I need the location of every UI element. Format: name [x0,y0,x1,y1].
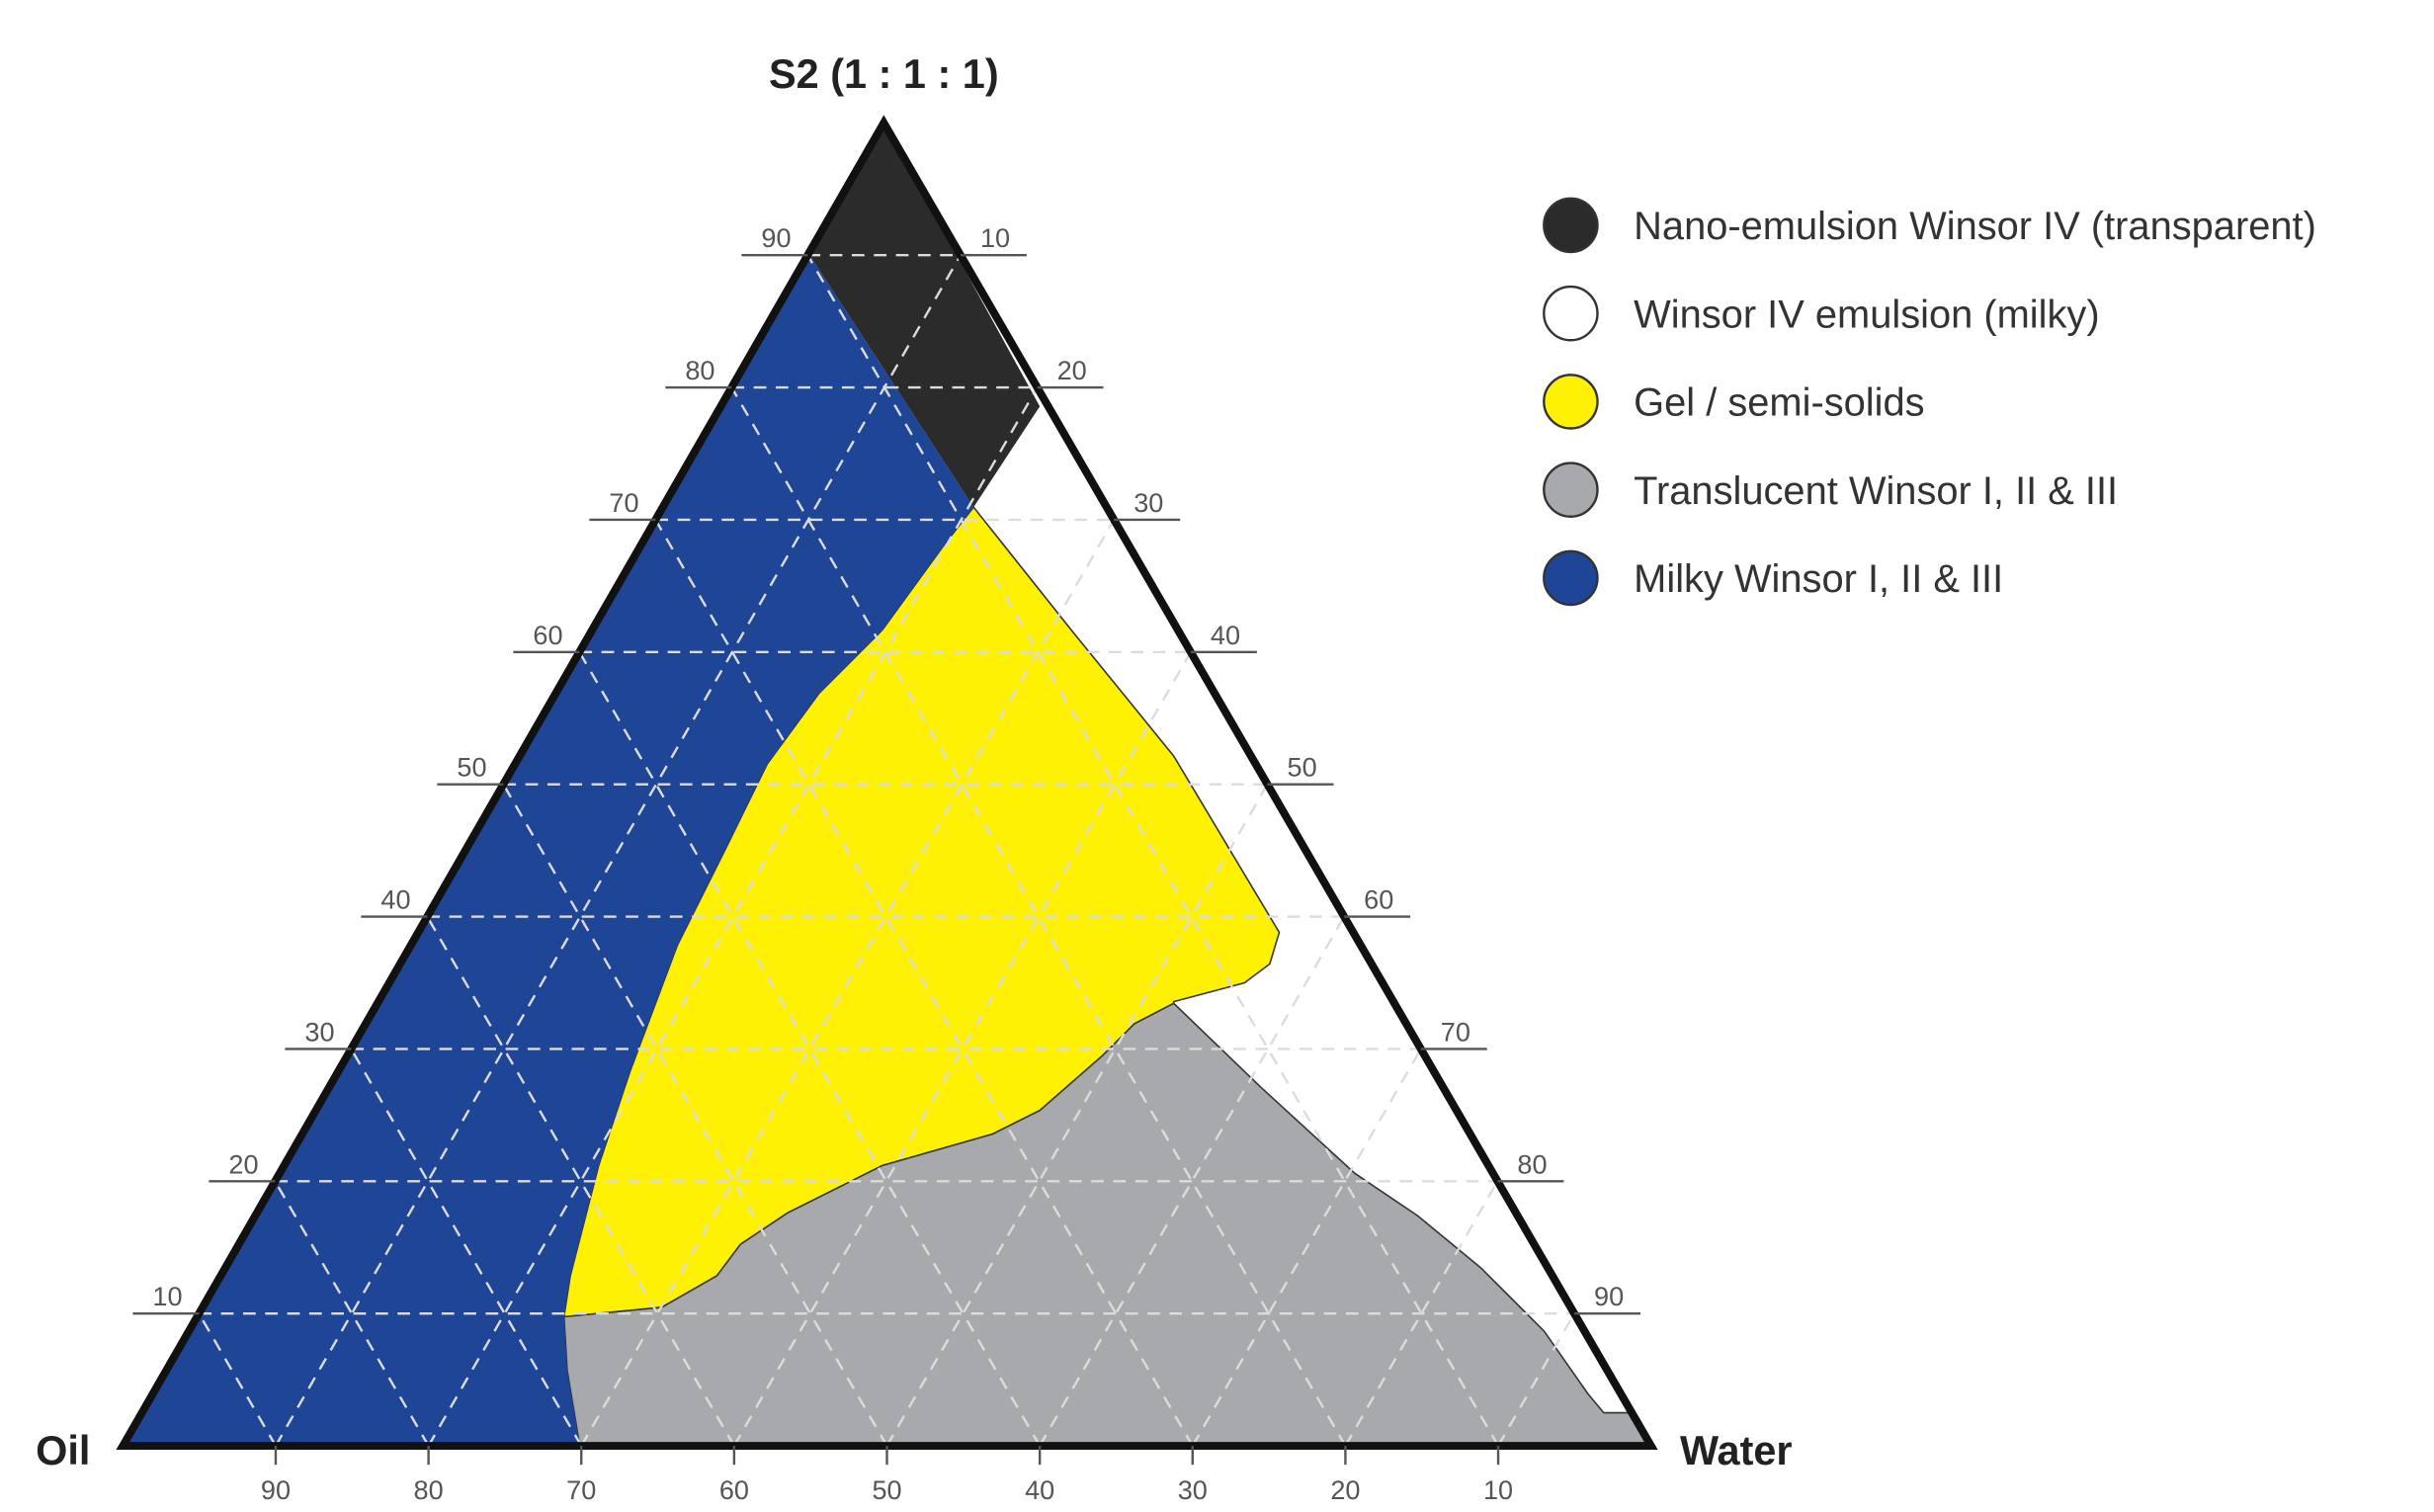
grid-line [806,254,1500,1447]
grid-line [580,519,1116,1447]
grid-line [426,915,735,1447]
legend-label: Milky Winsor I, II & III [1634,557,2003,601]
legend-label: Nano-emulsion Winsor IV (transparent) [1634,205,2316,248]
top-vertex-label: S2 (1 : 1 : 1) [769,50,999,97]
bottom-tick-label: 90 [261,1474,291,1505]
grid-line [198,1312,278,1447]
legend-label: Gel / semi-solids [1634,381,1924,425]
blue-region [123,255,974,1447]
grid-line [885,784,1269,1447]
bottom-tick-label: 50 [872,1474,901,1505]
bottom-tick-label: 20 [1330,1474,1360,1505]
bottom-tick-label: 60 [719,1474,749,1505]
ticks: 90 80 70 60 50 40 30 20 10 10 20 30 40 50 60 70 80 90 90 80… [132,222,1641,1505]
grid-line [1039,915,1346,1447]
left-tick-label: 10 [152,1281,182,1311]
left-tick-label: 60 [533,620,562,650]
left-vertex-label: Oil [36,1427,90,1473]
left-tick-label: 80 [685,355,714,385]
right-tick-label: 60 [1364,884,1393,915]
right-tick-label: 80 [1517,1148,1547,1179]
grid-line [730,386,1347,1447]
grid-line [427,386,1039,1447]
right-tick-label: 10 [980,222,1010,253]
bottom-tick-label: 40 [1025,1474,1054,1505]
right-tick-label: 30 [1133,487,1163,518]
legend-swatch [1543,374,1599,430]
left-tick-label: 90 [761,222,791,253]
bottom-tick-label: 80 [414,1474,444,1505]
grid-line [274,1180,430,1447]
right-tick-label: 40 [1211,620,1240,650]
grid-line [1497,1312,1576,1447]
legend-swatch [1543,462,1599,518]
right-tick-label: 20 [1057,355,1087,385]
right-vertex-label: Water [1680,1427,1793,1473]
legend-label: Winsor IV emulsion (milky) [1634,294,2099,337]
grid-line [274,254,963,1447]
left-tick-label: 70 [609,487,638,518]
grid-line [502,784,888,1447]
left-tick-label: 30 [304,1016,334,1047]
right-tick-label: 90 [1594,1281,1624,1311]
legend-swatch [1543,549,1599,607]
grid-line [654,519,1194,1447]
legend-swatch [1543,197,1599,254]
legend-label: Translucent Winsor I, II & III [1634,469,2118,513]
left-tick-label: 20 [228,1148,258,1179]
grid-line [1191,1048,1422,1447]
legend-swatch [1543,285,1599,342]
legend: Nano-emulsion Winsor IV (transparent) Win… [1543,197,2316,607]
bottom-tick-label: 70 [566,1474,596,1505]
bottom-tick-label: 10 [1483,1474,1513,1505]
right-tick-label: 50 [1288,752,1317,783]
grid [198,253,1576,1447]
left-tick-label: 50 [457,752,486,783]
grid-line [350,1048,583,1447]
left-tick-label: 40 [380,884,410,915]
bottom-tick-label: 30 [1178,1474,1208,1505]
right-tick-label: 70 [1441,1016,1470,1047]
grid-line [1344,1180,1499,1447]
